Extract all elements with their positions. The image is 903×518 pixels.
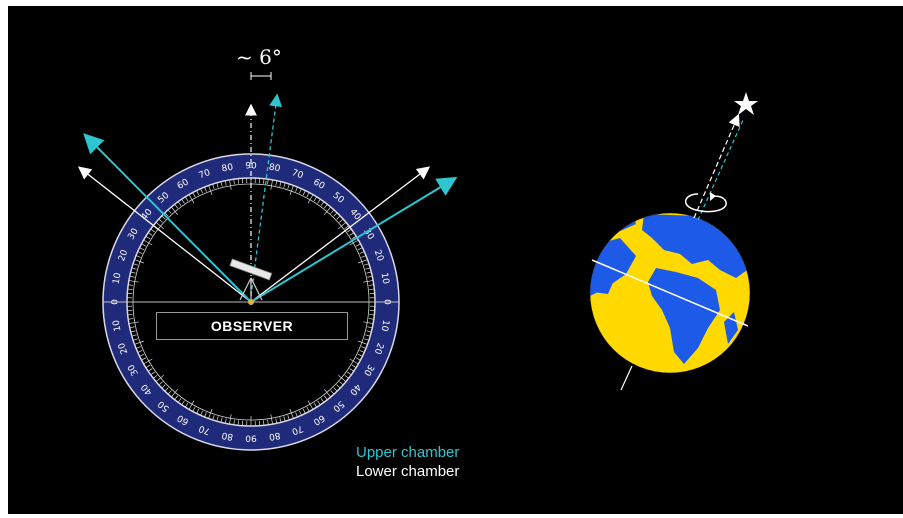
protractor-label: 80: [221, 429, 234, 441]
protractor-label: 90: [245, 433, 257, 443]
angle-label: ~ 6°: [236, 45, 282, 69]
angle-annotation: [251, 72, 271, 80]
protractor-label: 80: [268, 163, 281, 175]
legend-upper-chamber: Upper chamber: [356, 444, 459, 461]
star-icon: [734, 92, 758, 115]
earth-axis-upper: [698, 118, 744, 220]
diagram-canvas: 0 10 20 30 40 50 60 70 80 90 80 70 60 50 40 30 20 10 0 10 20…: [8, 6, 903, 514]
earth-globe: [590, 116, 750, 390]
protractor-label: 80: [221, 163, 234, 175]
protractor-label: 10: [112, 272, 124, 285]
earth-axis-lower: [694, 116, 738, 218]
observer-label: OBSERVER: [156, 312, 348, 340]
protractor-label: 80: [268, 430, 281, 442]
earth-axis-south: [621, 366, 632, 390]
rotation-arrow-icon: [686, 192, 727, 212]
protractor-label: 10: [112, 319, 124, 332]
legend-lower-chamber: Lower chamber: [356, 463, 459, 480]
protractor-label: 10: [379, 272, 391, 285]
protractor-label: 10: [378, 319, 390, 332]
